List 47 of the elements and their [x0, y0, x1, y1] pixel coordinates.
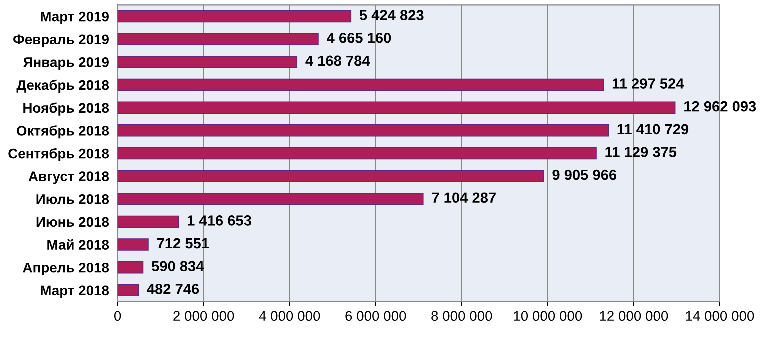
y-tick-label: Декабрь 2018 — [16, 80, 110, 93]
data-label: 1 416 653 — [188, 216, 252, 226]
bar — [118, 216, 180, 228]
bar — [118, 124, 610, 137]
x-tick-label: 8 000 000 — [432, 311, 492, 322]
x-tick-label: 6 000 000 — [346, 311, 406, 322]
data-label: 482 746 — [147, 284, 200, 294]
x-tick-label: 10 000 000 — [514, 311, 582, 322]
y-tick-label: Февраль 2019 — [14, 34, 109, 48]
y-tick-label: Август 2018 — [28, 172, 110, 184]
data-label: 712 551 — [157, 238, 210, 249]
y-tick-label: Март 2019 — [41, 12, 109, 24]
data-label: 590 834 — [152, 261, 204, 272]
x-tick-label: 2 000 000 — [174, 311, 234, 322]
data-label: 11 297 524 — [612, 78, 684, 89]
data-label: 4 168 784 — [306, 56, 370, 66]
bar — [118, 238, 149, 251]
x-tick-label: 12 000 000 — [600, 311, 668, 322]
bar — [118, 10, 352, 23]
data-label: 4 665 160 — [327, 32, 392, 44]
bar — [118, 78, 604, 92]
x-tick-label: 0 — [114, 311, 122, 322]
bar — [118, 102, 676, 114]
y-tick-label: Январь 2019 — [24, 58, 109, 70]
bar — [118, 56, 298, 68]
y-tick-label: Март 2018 — [41, 286, 110, 298]
data-label: 11 410 729 — [618, 124, 689, 135]
data-label: 5 424 823 — [360, 10, 424, 20]
y-tick-label: Май 2018 — [48, 239, 110, 250]
x-tick-label: 14 000 000 — [686, 311, 754, 322]
data-label: 12 962 093 — [684, 101, 756, 112]
bar — [118, 33, 319, 46]
y-tick-label: Ноябрь 2018 — [24, 102, 110, 116]
y-tick-label: Октябрь 2018 — [17, 126, 110, 139]
bar — [118, 193, 424, 206]
bar — [118, 261, 144, 274]
y-tick-label: Сентябрь 2018 — [8, 148, 110, 162]
data-label: 9 905 966 — [552, 170, 617, 180]
data-label: 7 104 287 — [432, 192, 496, 204]
y-tick-label: Апрель 2018 — [23, 262, 110, 276]
x-tick-label: 4 000 000 — [259, 311, 320, 322]
bar — [118, 170, 544, 182]
y-tick-label: Июнь 2018 — [36, 217, 110, 228]
bar — [118, 147, 597, 160]
data-label: 11 129 375 — [606, 147, 677, 158]
y-tick-label: Июль 2018 — [36, 194, 110, 204]
bar — [118, 284, 139, 297]
